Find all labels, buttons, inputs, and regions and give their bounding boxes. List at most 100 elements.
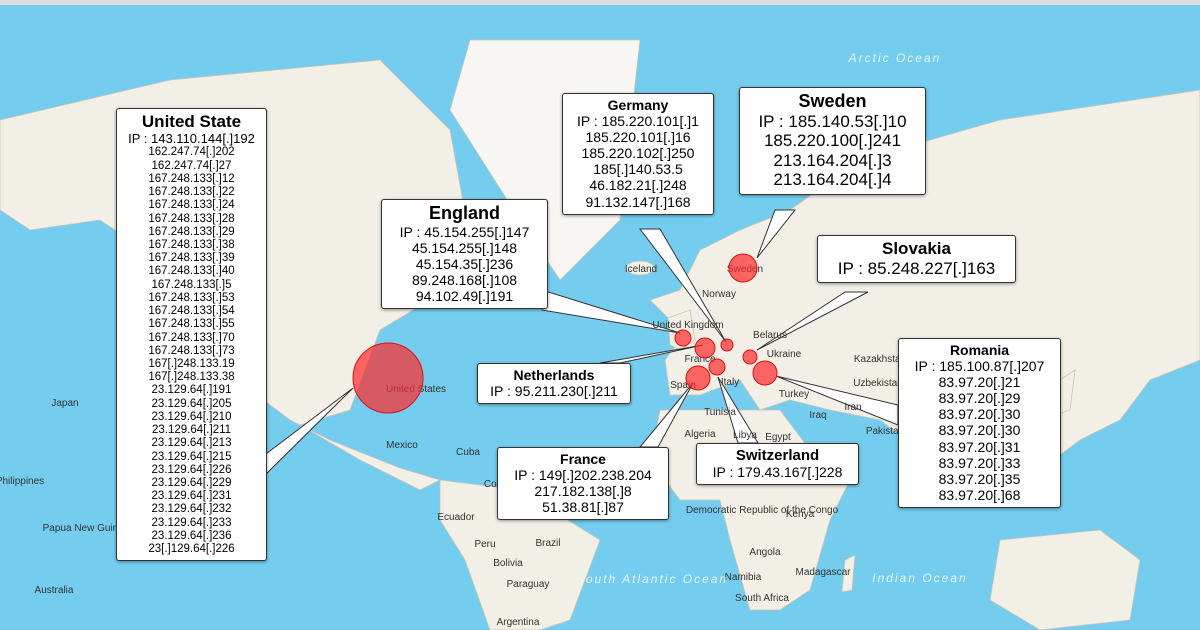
callout: England IP : 45.154.255[.]147 45.154.255[.… [381, 199, 548, 310]
ip-address: 45.154.255[.]148 [411, 239, 518, 256]
cluster[interactable] [694, 337, 716, 359]
cluster[interactable] [728, 253, 758, 283]
country-label: Philippines [0, 476, 44, 487]
country-label: Uzbekistan [853, 378, 902, 389]
country-label: Brazil [535, 538, 560, 549]
ip-address: 23[.]129.64[.]226 [148, 543, 235, 556]
callout: United State IP : 143.110.144[.]192 162.24… [116, 108, 267, 562]
ip-address: 83.97.20[.]31 [938, 438, 1021, 455]
country-label: Tunisia [704, 407, 736, 418]
ip-address: 167.248.133[.]54 [148, 305, 235, 318]
ip-address: 23.129.64[.]232 [151, 503, 232, 516]
country-label: Bolivia [493, 558, 523, 569]
ip-address: 23.129.64[.]233 [151, 516, 232, 529]
ip-address: 213.164.204[.]4 [773, 170, 892, 190]
ip-address: 162.247.74[.]27 [151, 159, 232, 172]
ip-address: IP : 185.100.87[.]207 [914, 358, 1045, 375]
callout-title: Romania [949, 342, 1010, 358]
ip-address: 167.248.133[.]24 [148, 199, 235, 212]
ip-address: 185.220.102[.]250 [581, 145, 695, 162]
ip-address: 45.154.35[.]236 [415, 255, 514, 272]
callout-title: Sweden [798, 91, 867, 111]
pointer [638, 228, 727, 343]
ip-address: 23.129.64[.]231 [151, 490, 232, 503]
ip-address: 23.129.64[.]211 [151, 424, 232, 437]
ip-address: 185[.]140.53.5 [593, 161, 683, 178]
country-label: Cuba [456, 447, 480, 458]
ip-address: 185.220.100[.]241 [763, 131, 902, 151]
ip-address: 167.248.133[.]40 [148, 265, 235, 278]
cluster[interactable] [674, 329, 692, 347]
ip-address: IP : 95.211.230[.]211 [490, 383, 618, 400]
callout-title: England [429, 203, 500, 223]
ip-address: IP : 185.140.53[.]10 [758, 111, 907, 131]
country-label: Ukraine [767, 349, 802, 360]
country-label: Iran [844, 402, 861, 413]
cluster[interactable] [752, 360, 778, 386]
country-label: Kenya [786, 509, 815, 520]
cluster[interactable] [685, 365, 711, 391]
ip-address: 83.97.20[.]21 [938, 374, 1021, 391]
ip-address: 167.248.133[.]70 [148, 331, 235, 344]
ip-address: 83.97.20[.]68 [938, 486, 1021, 503]
ip-address: 167.248.133[.]73 [148, 344, 235, 357]
country-label: Spain [670, 380, 696, 391]
country-label: Norway [702, 289, 736, 300]
callout: Romania IP : 185.100.87[.]207 83.97.20[.]2… [898, 338, 1061, 508]
country-label: Iraq [809, 410, 826, 421]
ip-address: 23.129.64[.]215 [151, 450, 232, 463]
ip-address: 89.248.168[.]108 [411, 271, 518, 288]
country-label: Madagascar [795, 567, 851, 578]
ip-address: 162.247.74[.]202 [148, 146, 235, 159]
ip-address: 167.248.133[.]29 [148, 225, 235, 238]
callout: Sweden IP : 185.140.53[.]10 185.220.100[.]… [739, 87, 926, 195]
ip-address: 167[.]248.133.38 [148, 371, 235, 384]
callout-title: Netherlands [513, 367, 595, 383]
ip-address: 167.248.133[.]28 [148, 212, 235, 225]
ip-address: IP : 179.43.167[.]228 [712, 464, 843, 481]
ip-address: 83.97.20[.]30 [938, 422, 1021, 439]
ip-address: 23.129.64[.]229 [151, 476, 232, 489]
ip-address: 91.132.147[.]168 [585, 193, 691, 210]
country-label: Paraguay [507, 579, 550, 590]
country-label: Pakistan [866, 426, 904, 437]
callout-title: Switzerland [735, 447, 820, 464]
ip-address: 23.129.64[.]205 [151, 397, 232, 410]
ip-address: 185.220.101[.]16 [585, 129, 691, 146]
ip-address: 23.129.64[.]213 [151, 437, 232, 450]
ip-address: 167.248.133[.]22 [148, 186, 235, 199]
country-label: Egypt [765, 432, 791, 443]
ip-address: 23.129.64[.]236 [151, 529, 232, 542]
country-label: Kazakhstan [854, 354, 906, 365]
ip-address: 167.248.133[.]12 [148, 172, 235, 185]
ip-address: 51.38.81[.]87 [542, 499, 624, 516]
pointer [756, 209, 797, 259]
callout: Switzerland IP : 179.43.167[.]228 [696, 443, 859, 486]
cluster[interactable] [352, 342, 424, 414]
ip-address: IP : 85.248.227[.]163 [837, 258, 996, 278]
country-label: Belarus [753, 330, 787, 341]
country-label: United Kingdom [652, 320, 723, 331]
ip-address: 213.164.204[.]3 [773, 150, 892, 170]
ip-address: 94.102.49[.]191 [415, 288, 514, 305]
callout-title: Germany [607, 97, 669, 113]
ip-address: IP : 149[.]202.238.204 [514, 467, 652, 484]
country-label: Iceland [625, 264, 657, 275]
country-label: Argentina [497, 617, 540, 628]
ip-address: 167.248.133[.]39 [148, 252, 235, 265]
ip-address: 167.248.133[.]55 [148, 318, 235, 331]
cluster[interactable] [708, 358, 726, 376]
country-label: Democratic Republic of the Congo [686, 505, 839, 516]
ip-address: IP : 185.220.101[.]1 [577, 113, 699, 130]
country-label: Libya [733, 430, 757, 441]
cluster[interactable] [720, 338, 734, 352]
country-label: Turkey [779, 389, 809, 400]
ip-address: IP : 143.110.144[.]192 [128, 130, 255, 146]
ip-address: 23.129.64[.]191 [151, 384, 232, 397]
callout: France IP : 149[.]202.238.204 217.182.138[… [497, 447, 669, 521]
country-label: Italy [721, 377, 739, 388]
cluster[interactable] [742, 349, 758, 365]
callout: Slovakia IP : 85.248.227[.]163 [817, 235, 1016, 284]
country-label: Algeria [684, 429, 716, 440]
